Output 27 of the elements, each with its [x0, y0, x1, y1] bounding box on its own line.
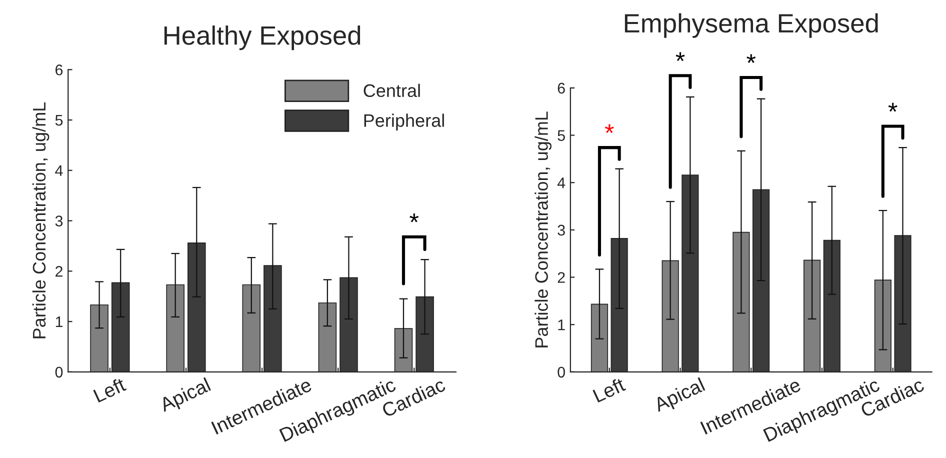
y-tick-label: 5 [558, 130, 565, 141]
y-tick-label: 6 [56, 64, 63, 76]
annotation: * [888, 102, 898, 112]
y-tick-label: 4 [55, 165, 63, 176]
y-axis-title: Particle Concentration, ug/mL [534, 112, 552, 348]
legend-label: Peripheral [364, 114, 444, 131]
y-tick-label: 6 [558, 82, 565, 94]
y-tick-label: 0 [558, 366, 565, 378]
x-tick-label: Left [592, 376, 626, 403]
y-tick-label: 5 [55, 115, 63, 126]
y-tick-label: 2 [558, 272, 565, 283]
y-tick-label: 1 [558, 320, 565, 330]
y-tick-label: 3 [558, 224, 565, 236]
y-tick-label: 1 [56, 316, 63, 328]
y-tick-label: 4 [557, 178, 566, 188]
text: * [746, 54, 756, 63]
y-tick-label: 3 [55, 216, 63, 226]
x-tick-label: Left [92, 376, 127, 403]
y-tick-label: 2 [56, 266, 62, 277]
y-tick-label: 0 [55, 366, 63, 378]
chart-title: Healthy Exposed [164, 25, 360, 50]
legend-label: Central [364, 84, 420, 98]
chart-title: Emphysema Exposed [624, 13, 878, 38]
annotation: * [410, 213, 419, 222]
y-axis-title: Particle Concentration, ug/mL [32, 102, 50, 338]
text: * [676, 52, 685, 62]
annotation: * [604, 124, 614, 134]
